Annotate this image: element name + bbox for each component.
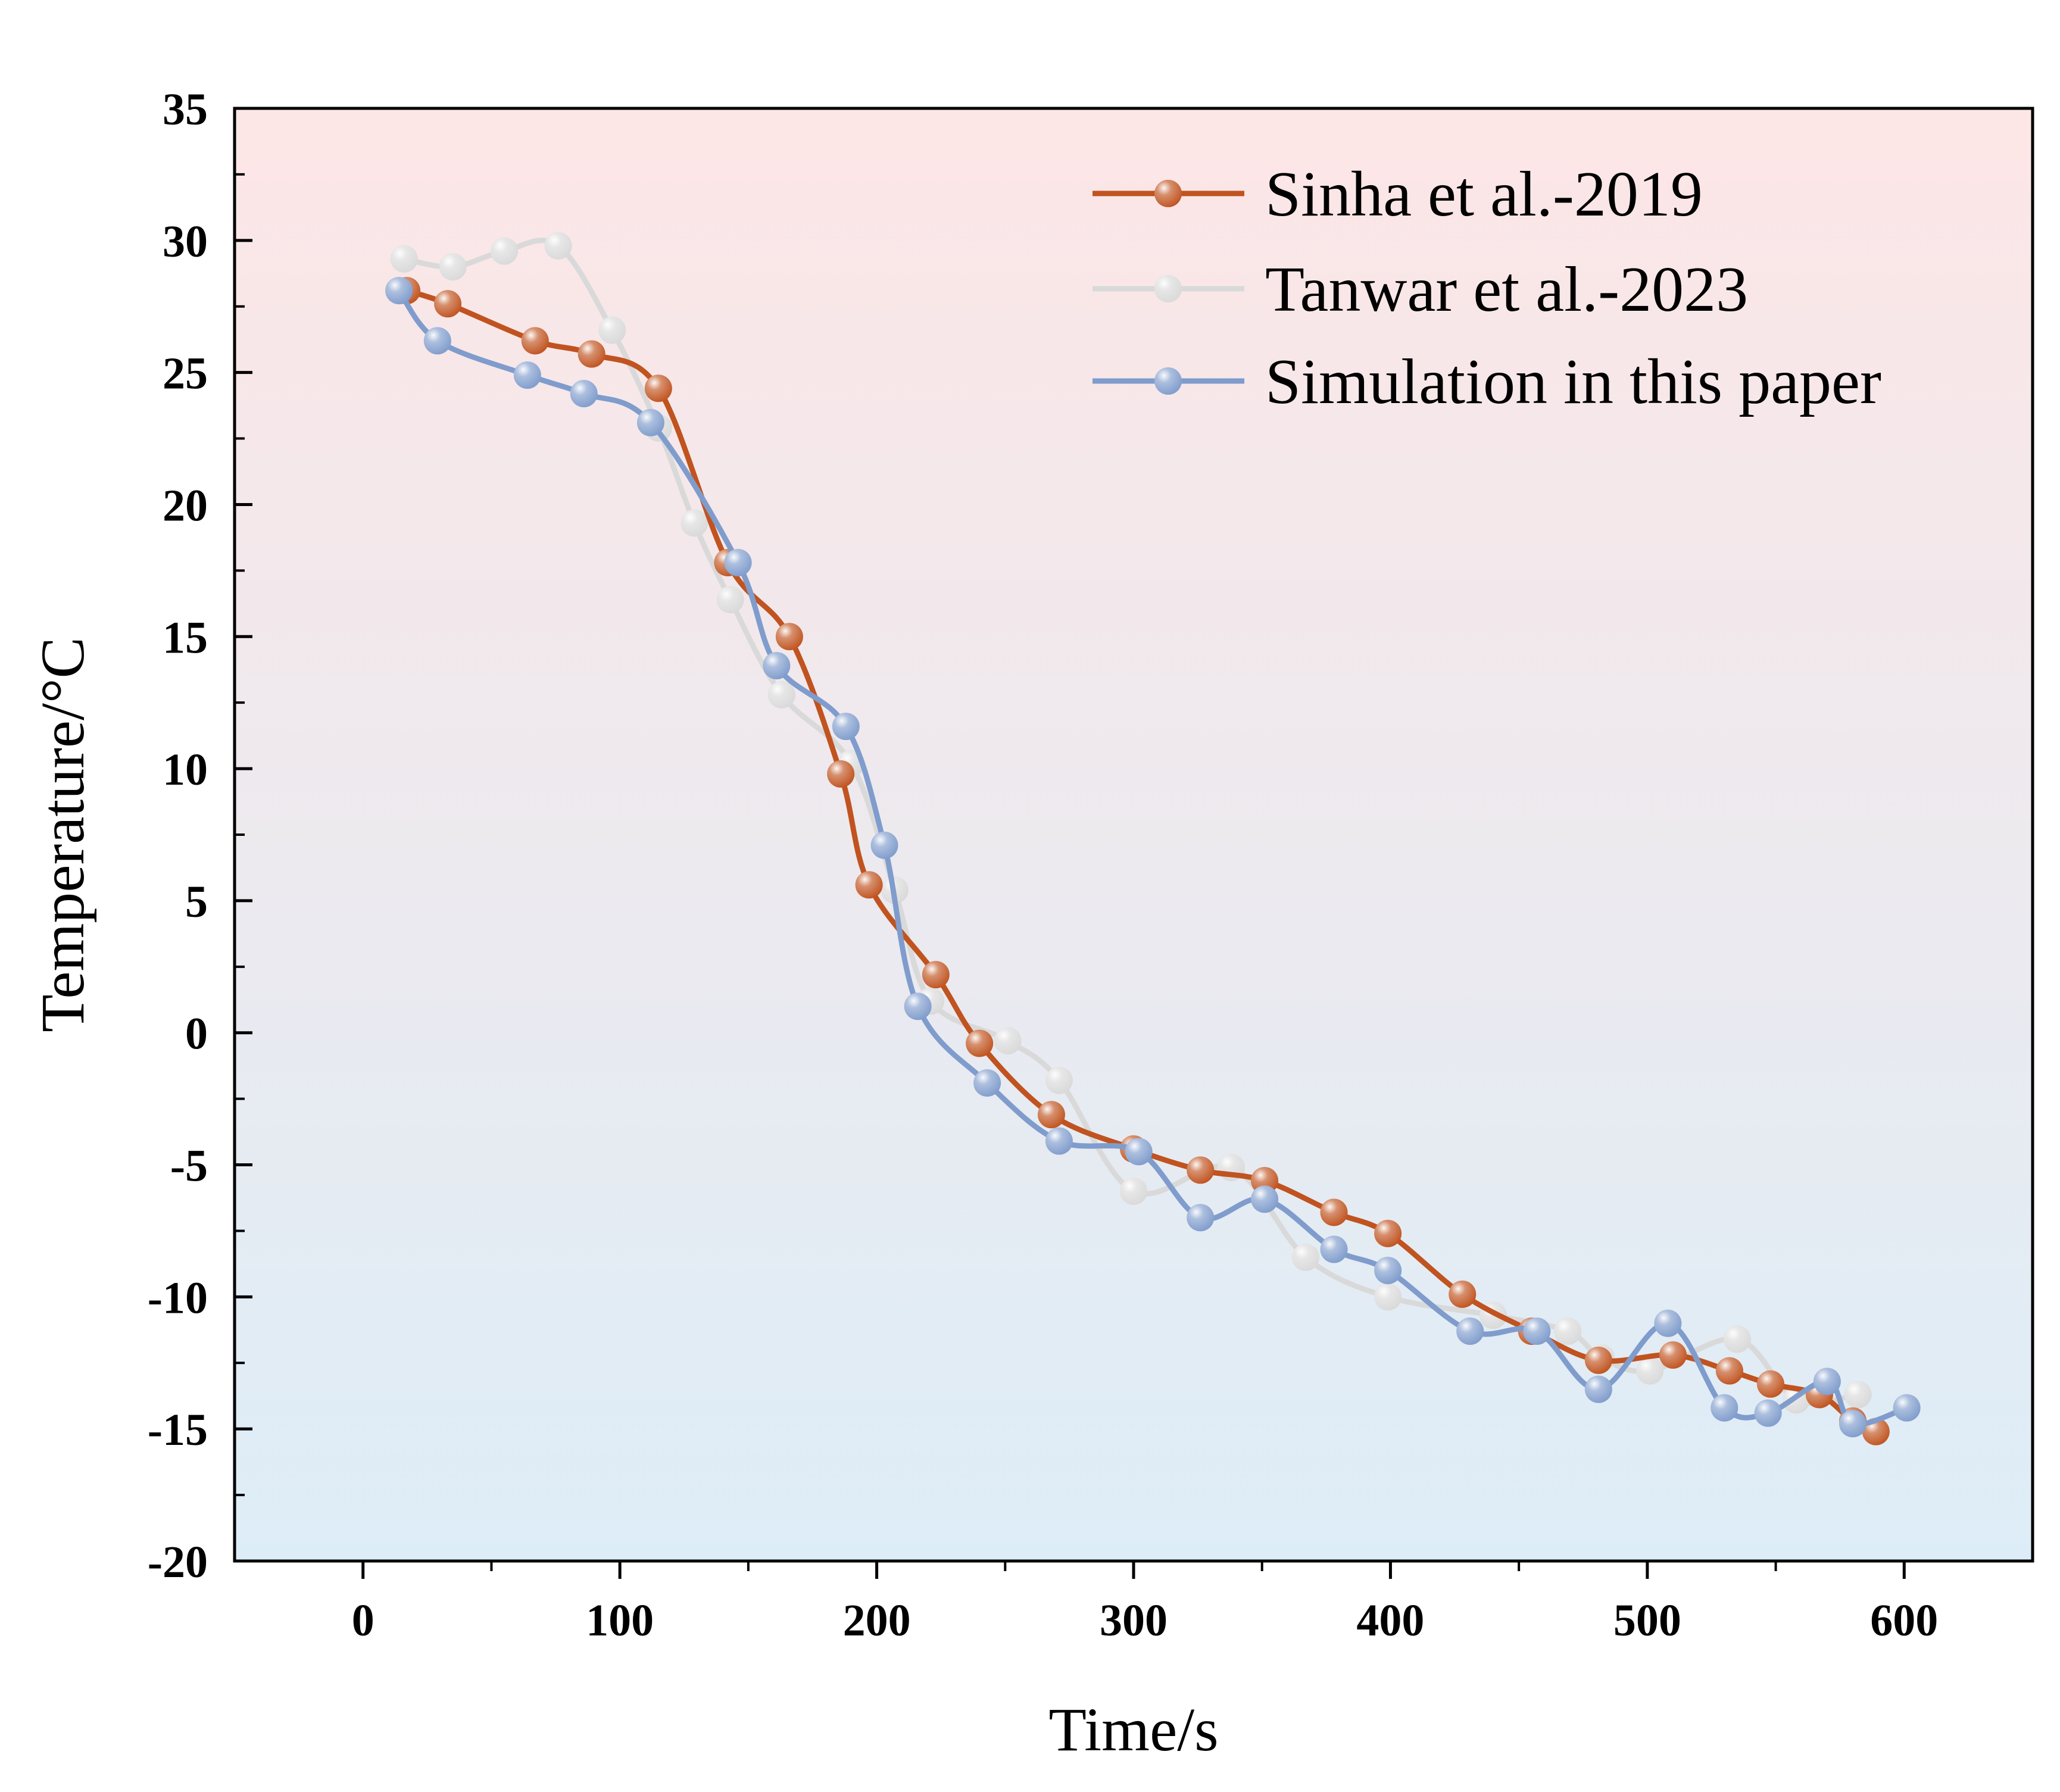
data-point-gloss: [1187, 1156, 1215, 1184]
data-point-gloss: [1723, 1325, 1751, 1353]
data-point-gloss: [1839, 1410, 1867, 1438]
data-point-gloss: [716, 586, 744, 614]
data-point-gloss: [1584, 1375, 1612, 1403]
x-tick-label: 200: [843, 1596, 911, 1646]
series-simulation: [385, 277, 1921, 1438]
data-point-gloss: [1523, 1318, 1551, 1345]
data-point-gloss: [491, 237, 518, 265]
y-tick-label: 20: [163, 480, 208, 530]
data-point-gloss: [1045, 1127, 1073, 1155]
data-point-gloss: [1893, 1394, 1921, 1422]
data-point-gloss: [636, 408, 664, 436]
data-point-gloss: [1125, 1138, 1153, 1166]
y-tick-label: 30: [163, 217, 208, 267]
x-tick-label: 400: [1356, 1596, 1424, 1646]
data-point-gloss: [1251, 1185, 1279, 1213]
data-point-gloss: [1844, 1381, 1872, 1409]
data-point-gloss: [1374, 1257, 1402, 1284]
data-point-gloss: [1813, 1368, 1841, 1395]
data-point-gloss: [1754, 1399, 1782, 1427]
data-point-gloss: [1374, 1283, 1402, 1311]
x-tick-label: 500: [1613, 1596, 1681, 1646]
data-point-gloss: [598, 316, 626, 344]
data-point-gloss: [521, 327, 549, 355]
x-tick-label: 600: [1870, 1596, 1938, 1646]
data-point-gloss: [1659, 1341, 1687, 1369]
data-point-gloss: [434, 290, 462, 318]
y-tick-label: 0: [185, 1009, 208, 1059]
series-layer: [385, 232, 1921, 1446]
data-point-gloss: [1554, 1318, 1582, 1345]
y-tick-label: 10: [163, 745, 208, 795]
y-axis-title: Temperature/°C: [29, 637, 97, 1032]
y-tick-label: -15: [148, 1405, 208, 1455]
data-point-gloss: [775, 623, 803, 651]
axes-layer: 0 100 200 300 400 500 600 35 30 25 20 15 10 5 0 -5 -10 -1…: [148, 85, 2034, 1646]
data-point-gloss: [904, 992, 932, 1020]
y-tick-label: 15: [163, 613, 208, 663]
x-axis-title: Time/s: [1048, 1696, 1218, 1764]
data-point-gloss: [1320, 1198, 1348, 1226]
data-point-gloss: [763, 652, 791, 680]
x-tick-label: 300: [1100, 1596, 1168, 1646]
data-point-gloss: [1756, 1370, 1784, 1398]
data-point-gloss: [1045, 1066, 1073, 1094]
data-point-gloss: [390, 245, 418, 273]
y-tick-label: 35: [163, 85, 208, 135]
legend-marker-simulation-gloss: [1154, 367, 1182, 395]
data-point-gloss: [681, 509, 708, 537]
data-point-gloss: [855, 871, 883, 899]
data-point-gloss: [1636, 1357, 1664, 1385]
x-tick-label: 0: [352, 1596, 374, 1646]
y-tick-label: -5: [170, 1141, 208, 1191]
data-point-gloss: [1654, 1309, 1682, 1337]
data-point-gloss: [1711, 1394, 1738, 1422]
data-point-gloss: [544, 232, 572, 260]
data-point-gloss: [439, 253, 467, 281]
y-tick-label: 25: [163, 349, 208, 399]
data-point-gloss: [1187, 1204, 1215, 1232]
legend-marker-tanwar-gloss: [1154, 275, 1182, 302]
data-point-gloss: [1374, 1219, 1402, 1247]
data-point-gloss: [385, 277, 413, 305]
legend-label-tanwar: Tanwar et al.-2023: [1265, 254, 1748, 325]
data-point-gloss: [570, 380, 598, 408]
y-tick-label: -20: [148, 1537, 208, 1587]
data-point-gloss: [1456, 1318, 1484, 1345]
data-point-gloss: [827, 760, 855, 788]
data-point-gloss: [966, 1029, 994, 1057]
data-point-gloss: [994, 1027, 1022, 1055]
legend-label-simulation: Simulation in this paper: [1265, 346, 1881, 417]
data-point-gloss: [767, 680, 795, 708]
data-point-gloss: [513, 361, 541, 389]
data-point-gloss: [423, 327, 451, 355]
data-point-gloss: [578, 340, 605, 368]
data-point-gloss: [1320, 1235, 1348, 1263]
y-tick-label: 5: [185, 877, 208, 927]
data-point-gloss: [1715, 1357, 1743, 1385]
legend-label-sinha: Sinha et al.-2019: [1265, 159, 1703, 230]
x-tick-label: 100: [586, 1596, 654, 1646]
data-point-gloss: [1120, 1177, 1147, 1205]
data-point-gloss: [1292, 1243, 1320, 1271]
data-point-gloss: [870, 831, 898, 859]
data-point-gloss: [922, 961, 950, 989]
data-point-gloss: [1584, 1346, 1612, 1374]
data-point-gloss: [973, 1069, 1001, 1097]
legend-marker-sinha-gloss: [1154, 180, 1182, 207]
data-point-gloss: [832, 713, 860, 741]
y-tick-label: -10: [148, 1273, 208, 1323]
data-point-gloss: [644, 374, 672, 402]
data-point-gloss: [1449, 1280, 1477, 1308]
data-point-gloss: [724, 549, 752, 577]
data-point-gloss: [1037, 1101, 1065, 1129]
legend: Sinha et al.-2019 Tanwar et al.-2023 Sim…: [1093, 159, 1881, 417]
